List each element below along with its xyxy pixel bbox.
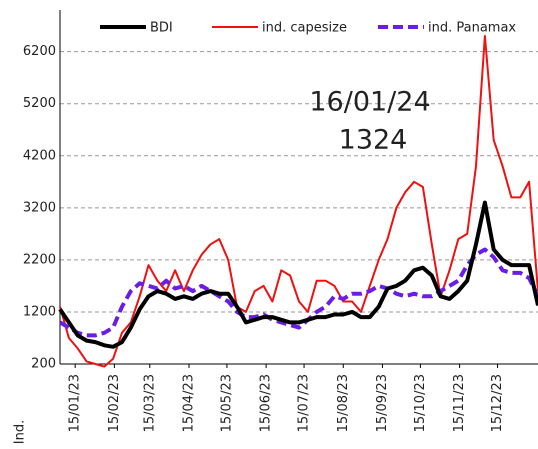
x-tick-label: 15/06/23	[259, 374, 274, 432]
x-tick-label: 15/09/23	[375, 374, 390, 432]
series-line	[58, 247, 538, 338]
y-tick-label: 1200	[23, 304, 56, 319]
y-tick-label: 200	[31, 357, 56, 372]
series-line	[59, 35, 538, 368]
x-tick-label: 15/10/23	[413, 374, 428, 432]
y-tick-label: 5200	[23, 96, 56, 111]
legend-label: ind. Panamax	[428, 21, 516, 36]
x-tick-label: 15/12/23	[490, 374, 505, 432]
annotation: 1324	[339, 125, 408, 156]
y-tick-label: 4200	[23, 148, 56, 163]
plot-layer: 200 1200 2200 3200 4200 5200 6200 15/01/23 15/02…	[23, 10, 538, 432]
x-tick-label: 15/01/23	[68, 374, 83, 432]
legend-label: ind. capesize	[262, 21, 347, 36]
y-tick-label: 6200	[23, 44, 56, 59]
x-tick-label: 15/04/23	[181, 374, 196, 432]
series-line	[58, 200, 538, 349]
x-tick-label: 15/11/23	[452, 374, 467, 432]
x-tick-label: 15/07/23	[297, 374, 312, 432]
x-tick-label: 15/08/23	[336, 374, 351, 432]
annotation: 16/01/24	[309, 87, 430, 118]
y-tick-label: 3200	[23, 200, 56, 215]
legend-label: BDI	[150, 21, 173, 36]
x-tick-label: 15/02/23	[107, 374, 122, 432]
y-axis-label: Ind.	[13, 420, 28, 444]
x-tick-label: 15/03/23	[142, 374, 157, 432]
x-tick-label: 15/05/23	[219, 374, 234, 432]
y-tick-label: 2200	[23, 252, 56, 267]
